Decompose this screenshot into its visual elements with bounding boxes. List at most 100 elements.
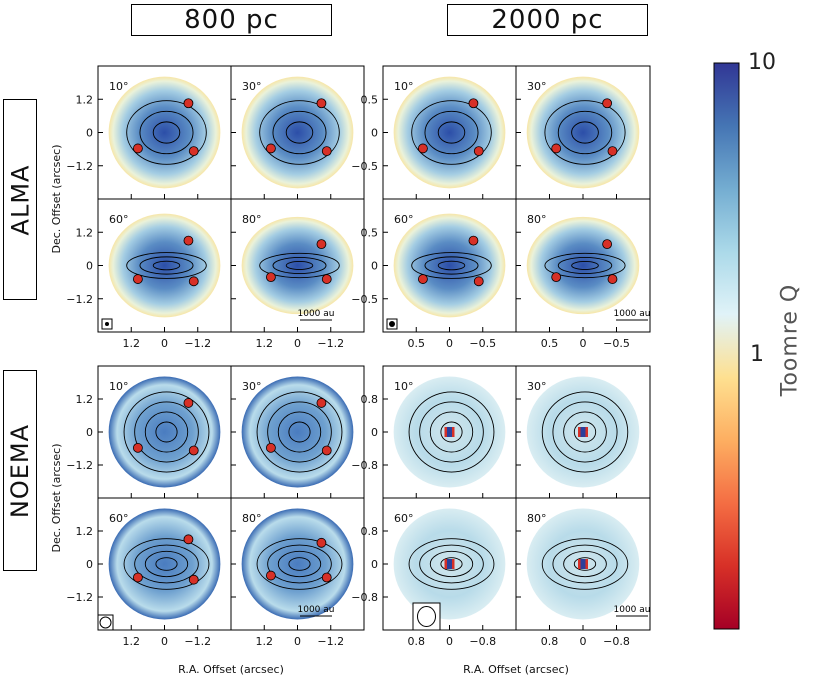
clump-marker — [316, 98, 327, 109]
panel-alma-2000pc-1: 30° — [515, 65, 651, 200]
map-disk — [241, 216, 354, 315]
y-tick-label: −0.8 — [351, 591, 378, 604]
inclination-label: 80° — [527, 512, 547, 525]
map-disk — [241, 376, 354, 488]
contour-line — [411, 252, 492, 279]
contour-line — [277, 550, 322, 578]
contour-line — [277, 411, 322, 453]
panel-alma-2000pc-3: 80° — [515, 198, 651, 333]
clump-marker — [188, 146, 199, 157]
clump-marker — [321, 146, 332, 157]
panel-noema-2000pc-1: 30° — [515, 365, 651, 499]
contour-line — [419, 401, 484, 463]
x-tick-label: 1.2 — [123, 337, 141, 350]
y-tick-label: 0 — [371, 260, 378, 273]
x-tick-label: 0 — [446, 337, 453, 350]
inclination-label: 30° — [527, 80, 547, 93]
contour-line — [408, 538, 495, 590]
inclination-label: 60° — [109, 213, 129, 226]
inclination-label: 60° — [394, 512, 414, 525]
contour-line — [267, 544, 332, 584]
clump-marker — [316, 398, 327, 408]
clump-marker — [183, 98, 194, 109]
map-disk — [241, 76, 354, 189]
map-disk — [526, 76, 640, 189]
x-axis-label: R.A. Offset (arcsec) — [463, 663, 569, 676]
inclination-label: 30° — [527, 380, 547, 393]
panel-alma-800pc-3: 80° — [230, 198, 365, 333]
contour-line — [541, 391, 629, 473]
panel-noema-800pc-2: 60° — [97, 497, 232, 631]
panel-noema-2000pc-2: 60° — [382, 497, 517, 631]
x-tick-label: 0 — [294, 635, 301, 648]
beam-ellipse — [99, 616, 112, 629]
inclination-label: 10° — [394, 380, 414, 393]
scale-bar-label: 1000 au — [298, 605, 335, 615]
inclination-label: 30° — [242, 380, 262, 393]
x-tick-label: 0 — [580, 337, 587, 350]
y-tick-label: 0 — [86, 260, 93, 273]
contour-line — [152, 121, 181, 144]
y-tick-label: −0.8 — [351, 459, 378, 472]
contour-line — [557, 110, 613, 155]
clump-marker — [132, 143, 143, 154]
contour-line — [256, 391, 343, 473]
contour-line — [557, 256, 613, 275]
clump-marker — [183, 398, 194, 408]
x-tick-label: −1.2 — [184, 635, 211, 648]
x-tick-label: 1.2 — [256, 635, 274, 648]
x-tick-label: −1.2 — [184, 337, 211, 350]
x-tick-label: 0 — [580, 635, 587, 648]
contour-line — [408, 391, 495, 473]
y-axis-label: Dec. Offset (arcsec) — [50, 443, 63, 552]
contour-line — [288, 557, 311, 571]
x-tick-label: −0.8 — [603, 635, 630, 648]
y-tick-label: −1.2 — [66, 293, 93, 306]
contour-line — [541, 538, 629, 590]
panel-alma-800pc-0: 10° — [97, 65, 232, 200]
clump-marker — [183, 235, 194, 246]
clump-marker — [551, 143, 562, 154]
panel-alma-800pc-2: 60° — [97, 198, 232, 333]
contour-line — [259, 100, 340, 165]
y-tick-label: −0.5 — [351, 160, 378, 173]
map-disk — [108, 376, 221, 488]
y-tick-label: 0.5 — [361, 226, 379, 239]
colorbar-mid-label: 1 — [750, 342, 764, 367]
x-tick-label: 1.2 — [256, 337, 274, 350]
clump-marker — [316, 239, 327, 250]
clump-marker — [607, 274, 618, 284]
clump-marker — [316, 537, 327, 548]
center-peak-core — [580, 559, 586, 569]
panel-noema-2000pc-0: 10° — [382, 365, 517, 499]
clump-marker — [551, 272, 562, 283]
clump-marker — [188, 276, 199, 287]
center-peak-core — [447, 559, 452, 569]
clump-marker — [321, 274, 332, 284]
contour-line — [440, 421, 463, 443]
x-tick-label: −0.5 — [469, 337, 496, 350]
contour-line — [134, 544, 199, 584]
map-disk — [108, 508, 221, 620]
y-tick-label: −0.5 — [351, 293, 378, 306]
contour-line — [126, 100, 207, 165]
contour-line — [288, 421, 311, 443]
colorbar — [713, 62, 740, 630]
row-header-noema: NOEMA — [3, 370, 37, 571]
y-tick-label: −1.2 — [66, 591, 93, 604]
map-disk — [108, 213, 221, 318]
y-tick-label: 1.2 — [76, 93, 94, 106]
inclination-label: 10° — [109, 380, 129, 393]
clump-marker — [265, 272, 276, 283]
panel-alma-2000pc-0: 10° — [382, 65, 517, 200]
contour-line — [259, 252, 340, 279]
contour-line — [411, 100, 492, 165]
contour-line — [152, 260, 181, 271]
y-tick-label: 0 — [371, 558, 378, 571]
contour-line — [285, 121, 314, 144]
y-tick-label: 1.2 — [76, 393, 94, 406]
clump-marker — [321, 445, 332, 456]
contour-line — [440, 557, 463, 571]
x-tick-label: 0.5 — [408, 337, 426, 350]
